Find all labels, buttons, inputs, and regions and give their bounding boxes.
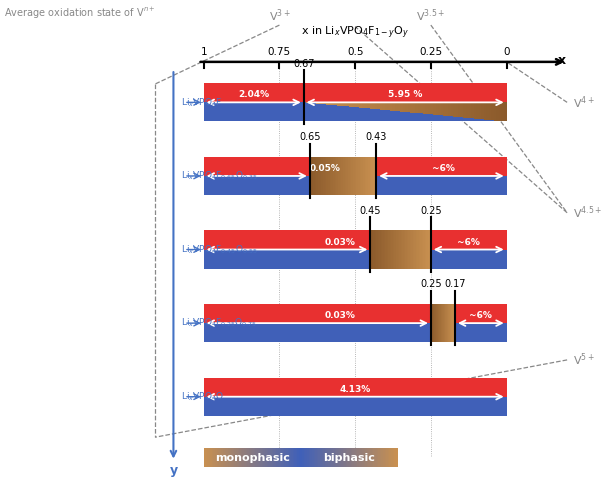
Text: 0.45: 0.45 [359,206,381,216]
Text: V$^{5+}$: V$^{5+}$ [573,352,595,368]
Text: 0.17: 0.17 [444,279,466,289]
Text: V$^{4+}$: V$^{4+}$ [573,94,595,111]
Text: 0.25: 0.25 [419,47,442,57]
Text: x: x [558,54,566,67]
Text: 4.13%: 4.13% [339,385,371,394]
Text: Li$_x$VPO$_4$O: Li$_x$VPO$_4$O [181,390,224,403]
Text: V$^{3.5+}$: V$^{3.5+}$ [416,7,445,24]
Text: V$^{3+}$: V$^{3+}$ [268,7,290,24]
Text: 0.03%: 0.03% [325,238,356,247]
Text: Li$_x$VPO$_4$F: Li$_x$VPO$_4$F [181,96,222,109]
Text: ~6%: ~6% [470,311,492,320]
Text: 0.25: 0.25 [420,279,442,289]
Text: 1: 1 [201,47,207,57]
Text: 5.95 %: 5.95 % [388,90,422,99]
Text: Li$_x$VPO$_4$F$_{0.45}$O$_{0.55}$: Li$_x$VPO$_4$F$_{0.45}$O$_{0.55}$ [181,243,258,256]
Text: y: y [169,465,178,477]
Text: 0.75: 0.75 [268,47,291,57]
Text: 0.03%: 0.03% [325,311,356,320]
Text: 0.67: 0.67 [293,58,315,69]
Text: 0.5: 0.5 [347,47,364,57]
Text: 0.05%: 0.05% [310,164,341,173]
Text: 0.25: 0.25 [420,206,442,216]
Text: x in Li$_x$VPO$_4$F$_{1-y}$O$_y$: x in Li$_x$VPO$_4$F$_{1-y}$O$_y$ [301,25,409,41]
Text: 0.65: 0.65 [299,132,321,142]
Text: Li$_x$VPO$_4$F$_{0.25}$O$_{0.75}$: Li$_x$VPO$_4$F$_{0.25}$O$_{0.75}$ [181,317,257,329]
Text: ~6%: ~6% [458,238,480,247]
Text: biphasic: biphasic [323,453,375,463]
Text: V$^{4.5+}$: V$^{4.5+}$ [573,204,602,221]
Text: 2.04%: 2.04% [238,90,269,99]
Text: 0: 0 [504,47,510,57]
Text: Li$_x$VPO$_4$F$_{0.65}$O$_{0.35}$: Li$_x$VPO$_4$F$_{0.65}$O$_{0.35}$ [181,170,258,182]
Text: Average oxidation state of V$^{n+}$: Average oxidation state of V$^{n+}$ [4,6,155,21]
Text: 0.43: 0.43 [365,132,387,142]
Text: monophasic: monophasic [215,453,290,463]
Text: ~6%: ~6% [431,164,454,173]
